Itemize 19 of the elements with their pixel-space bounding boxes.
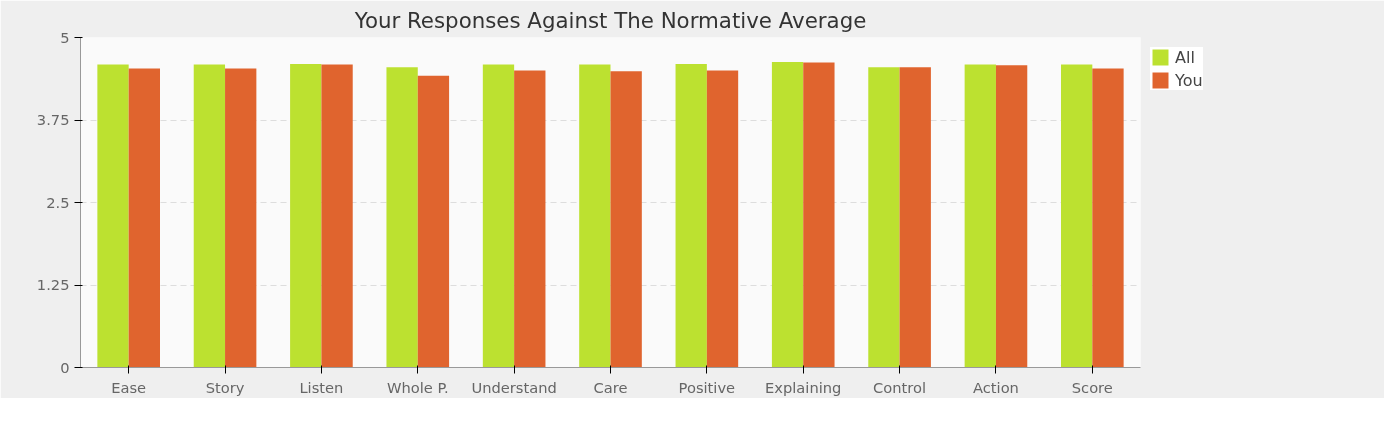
y-tick-label: 5 [60, 28, 70, 46]
x-tick-label: Positive [678, 378, 736, 396]
y-tick-label: 2.5 [46, 193, 70, 211]
x-tick-label: Ease [111, 378, 147, 396]
x-tick-label: Score [1071, 378, 1113, 396]
y-tick-label: 0 [60, 358, 70, 376]
x-tick-label: Action [973, 378, 1019, 396]
x-tick-label: Whole P. [386, 378, 449, 396]
x-tick-label: Explaining [765, 378, 842, 396]
x-tick-label: Control [873, 378, 927, 396]
chart-title: Your Responses Against The Normative Average [353, 7, 867, 33]
legend-label: You [1175, 70, 1203, 90]
y-tick-label: 3.75 [36, 111, 70, 128]
x-tick-label: Story [205, 378, 245, 396]
legend-label: All [1175, 47, 1195, 67]
x-tick-label: Understand [471, 378, 557, 396]
y-tick-label: 1.25 [36, 276, 70, 293]
x-tick-label: Care [593, 378, 628, 396]
x-tick-label: Listen [299, 378, 344, 396]
